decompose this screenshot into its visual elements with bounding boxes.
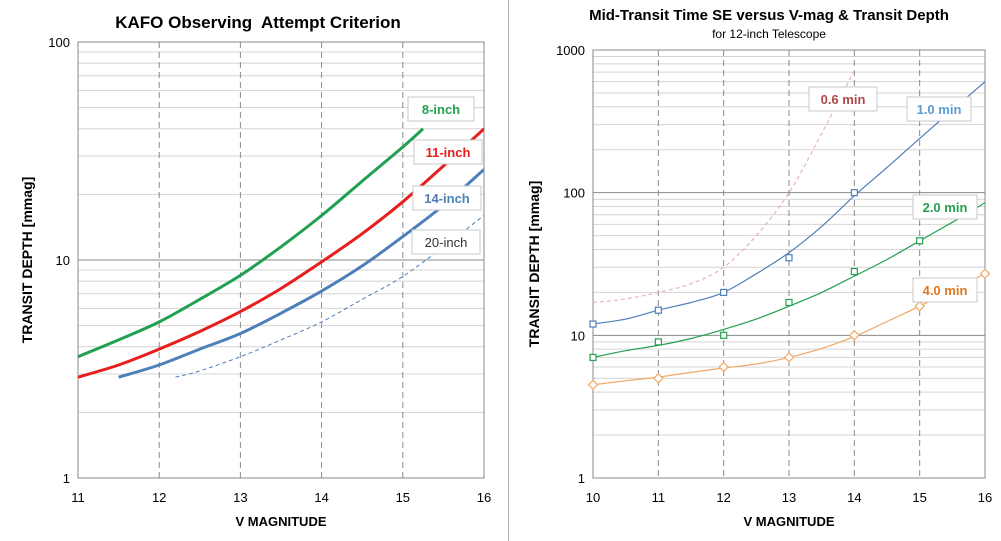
marker-2-0-min bbox=[654, 338, 662, 346]
x-tick-label: 16 bbox=[477, 490, 491, 505]
marker-1-0-min bbox=[850, 189, 858, 197]
y-axis-title: TRANSIT DEPTH [mmag] bbox=[19, 177, 35, 343]
series-label-11-inch: 11-inch bbox=[426, 145, 471, 160]
marker-1-0-min bbox=[720, 288, 728, 296]
panel-divider bbox=[508, 0, 509, 541]
marker-4-0-min bbox=[652, 372, 664, 384]
series-label-20-inch: 20-inch bbox=[425, 235, 468, 250]
marker-4-0-min bbox=[848, 329, 860, 341]
marker-4-0-min bbox=[979, 268, 991, 280]
marker-2-0-min bbox=[850, 267, 858, 276]
series-label-4-0-min: 4.0 min bbox=[923, 283, 968, 298]
plot-border bbox=[77, 41, 485, 479]
x-axis-title: V MAGNITUDE bbox=[236, 514, 327, 529]
y-tick-label: 10 bbox=[571, 328, 585, 343]
marker-1-0-min bbox=[654, 306, 662, 314]
x-tick-label: 10 bbox=[586, 490, 600, 505]
x-tick-label: 14 bbox=[847, 490, 861, 505]
marker-4-0-min bbox=[587, 379, 599, 391]
x-tick-label: 13 bbox=[782, 490, 796, 505]
series-label-box-1-0-min bbox=[906, 96, 972, 122]
x-axis-title: V MAGNITUDE bbox=[744, 514, 835, 529]
series-label-1-0-min: 1.0 min bbox=[917, 102, 962, 117]
series-label-box-0-6-min bbox=[808, 86, 878, 112]
x-tick-label: 11 bbox=[71, 490, 85, 505]
series-line-14-inch bbox=[118, 168, 484, 379]
x-tick-label: 15 bbox=[396, 490, 410, 505]
marker-4-0-min bbox=[914, 300, 926, 312]
x-tick-label: 11 bbox=[652, 490, 666, 505]
series-label-box-14-inch bbox=[412, 185, 482, 211]
series-line-0-6-min bbox=[593, 70, 855, 304]
x-tick-label: 16 bbox=[978, 490, 992, 505]
y-tick-label: 100 bbox=[48, 35, 70, 50]
y-tick-label: 1000 bbox=[556, 43, 585, 58]
x-tick-label: 13 bbox=[233, 490, 247, 505]
y-tick-label: 100 bbox=[563, 186, 585, 201]
series-label-2-0-min: 2.0 min bbox=[923, 200, 968, 215]
series-label-box-11-inch bbox=[413, 139, 483, 165]
series-label-box-2-0-min bbox=[912, 194, 978, 220]
y-axis-title: TRANSIT DEPTH [mmag] bbox=[526, 181, 542, 347]
marker-4-0-min bbox=[783, 352, 795, 363]
chart-subtitle: for 12-inch Telescope bbox=[712, 27, 826, 41]
y-tick-label: 1 bbox=[63, 471, 70, 486]
series-label-8-inch: 8-inch bbox=[422, 102, 460, 117]
series-label-box-8-inch bbox=[407, 96, 475, 122]
series-line-8-inch bbox=[78, 127, 425, 359]
marker-2-0-min bbox=[785, 298, 793, 307]
x-tick-label: 12 bbox=[152, 490, 166, 505]
x-tick-label: 12 bbox=[716, 490, 730, 505]
x-tick-label: 14 bbox=[314, 490, 328, 505]
chart-title: Mid-Transit Time SE versus V-mag & Trans… bbox=[589, 7, 949, 24]
marker-2-0-min bbox=[589, 353, 597, 362]
marker-4-0-min bbox=[718, 361, 730, 373]
series-label-box-4-0-min bbox=[912, 277, 978, 303]
x-tick-label: 15 bbox=[912, 490, 926, 505]
marker-2-0-min bbox=[916, 237, 924, 245]
chart-title: KAFO Observing Attempt Criterion bbox=[115, 13, 401, 32]
y-tick-label: 1 bbox=[578, 471, 585, 486]
series-line-20-inch bbox=[175, 215, 484, 378]
kafo-criterion-chart: 11 12 13 14 15 16 1 10 100 V MAGNITUDE TRANSIT DEP… bbox=[19, 13, 491, 529]
series-label-14-inch: 14-inch bbox=[424, 191, 470, 206]
series-label-0-6-min: 0.6 min bbox=[821, 92, 866, 107]
marker-2-0-min bbox=[720, 331, 728, 339]
y-tick-label: 10 bbox=[56, 253, 70, 268]
marker-1-0-min bbox=[785, 254, 793, 262]
plot-border bbox=[592, 49, 986, 479]
marker-1-0-min bbox=[589, 320, 597, 328]
series-label-box-20-inch bbox=[411, 229, 481, 255]
